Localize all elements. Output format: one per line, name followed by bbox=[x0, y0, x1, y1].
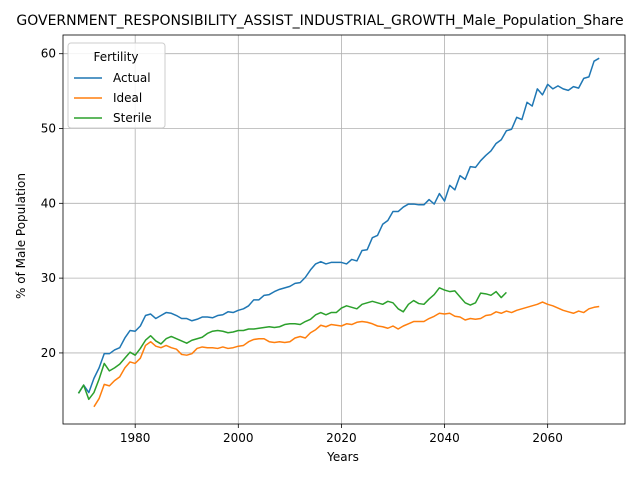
x-tick-label: 2020 bbox=[326, 431, 357, 445]
legend-entries: Actual Ideal Sterile bbox=[74, 71, 152, 125]
x-tick-label: 2040 bbox=[429, 431, 460, 445]
y-tick-label: 60 bbox=[41, 47, 56, 61]
series-lines bbox=[77, 57, 600, 408]
x-tick-label: 1980 bbox=[120, 431, 151, 445]
y-axis-label: % of Male Population bbox=[14, 173, 28, 299]
legend-frame bbox=[67, 42, 166, 129]
series-line-sterile bbox=[77, 287, 507, 401]
axes bbox=[59, 34, 626, 428]
plot-frame bbox=[62, 34, 626, 425]
x-tick-label: 2000 bbox=[223, 431, 254, 445]
legend-label-actual: Actual bbox=[113, 71, 151, 85]
y-tick-label: 50 bbox=[41, 122, 56, 136]
legend-title: Fertility bbox=[93, 50, 138, 64]
series-line-actual bbox=[77, 57, 600, 394]
series-line-ideal bbox=[93, 301, 600, 408]
chart-title: GOVERNMENT_RESPONSIBILITY_ASSIST_INDUSTR… bbox=[16, 13, 623, 29]
legend: Fertility Actual Ideal Sterile bbox=[67, 42, 166, 129]
x-axis-label: Years bbox=[326, 450, 359, 464]
y-tick-label: 20 bbox=[41, 346, 56, 360]
y-tick-label: 30 bbox=[41, 271, 56, 285]
grid bbox=[63, 35, 625, 424]
legend-label-sterile: Sterile bbox=[113, 111, 152, 125]
x-tick-label: 2060 bbox=[532, 431, 563, 445]
tick-labels: 1980 2000 2020 2040 2060 20 30 40 50 60 bbox=[41, 47, 563, 445]
legend-label-ideal: Ideal bbox=[113, 91, 142, 105]
y-tick-label: 40 bbox=[41, 196, 56, 210]
